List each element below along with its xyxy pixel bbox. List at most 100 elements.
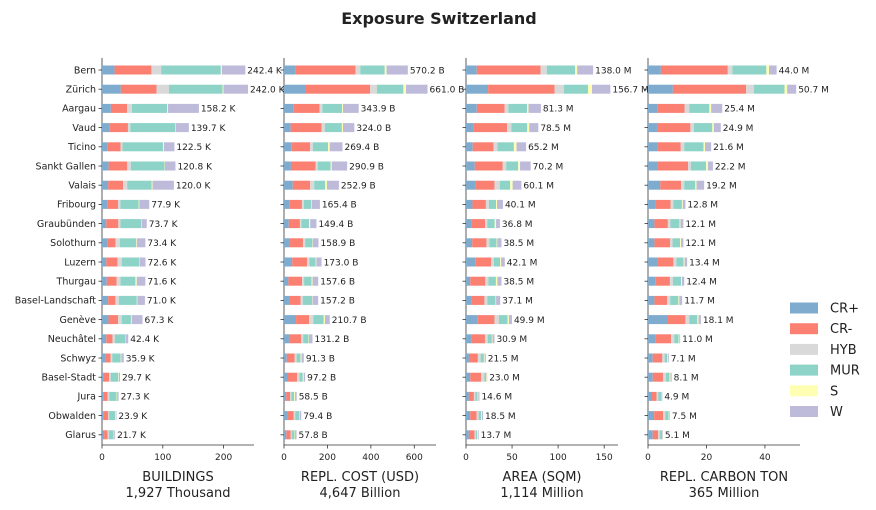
bar-segment-cr-aargau bbox=[284, 103, 294, 113]
bar-segment-cr-basel-landschaft bbox=[471, 295, 485, 305]
bar-segment-cr-neuchatel bbox=[466, 334, 472, 344]
bar-segment-cr-basel-stadt bbox=[103, 372, 109, 382]
bar-segment-hyb-zurich bbox=[746, 84, 754, 94]
bar-total-label: 242.4 K bbox=[247, 66, 283, 76]
category-label-luzern: Luzern bbox=[64, 257, 96, 268]
bar-segment-cr-zurich bbox=[120, 84, 157, 94]
bar-segment-hyb-solothurn bbox=[115, 238, 120, 248]
bar-segment-cr-vaud bbox=[109, 123, 128, 133]
bar-segment-cr-vaud bbox=[102, 123, 110, 133]
bar-segment-hyb-vaud bbox=[127, 123, 131, 133]
bar-segment-hyb-vaud bbox=[321, 123, 325, 133]
bar-segment-cr-basel-landschaft bbox=[466, 295, 472, 305]
bar-segment-cr-aargau bbox=[110, 103, 127, 113]
bar-segment-cr-fribourg bbox=[655, 199, 671, 209]
bar-segment-hyb-aargau bbox=[684, 103, 690, 113]
bar-segment-w-solothurn bbox=[312, 238, 319, 248]
bar-segment-cr-jura bbox=[468, 391, 474, 401]
bar-total-label: 11.0 M bbox=[682, 335, 713, 345]
bar-segment-mur-basel-stadt bbox=[299, 372, 303, 382]
bar-segment-mur-basel-landschaft bbox=[118, 295, 137, 305]
category-label-graubunden: Graubünden bbox=[37, 219, 96, 230]
bar-segment-cr-luzern bbox=[106, 257, 118, 267]
x-axis-title: REPL. COST (USD) bbox=[301, 470, 419, 485]
legend-swatch bbox=[790, 364, 818, 376]
bar-segment-cr-sankt-gallen bbox=[284, 161, 291, 171]
bar-segment-mur-zurich bbox=[168, 84, 223, 94]
bar-segment-cr-solothurn bbox=[654, 238, 671, 248]
bar-segment-cr-basel-stadt bbox=[102, 372, 104, 382]
bar-segment-hyb-schwyz bbox=[662, 353, 665, 363]
bar-segment-cr-geneve bbox=[102, 315, 109, 325]
legend-entry-cr: CR- bbox=[790, 322, 853, 337]
bar-segment-mur-solothurn bbox=[119, 238, 137, 248]
bar-total-label: 72.6 K bbox=[147, 258, 177, 268]
bar-segment-s-obwalden bbox=[668, 411, 670, 421]
bar-segment-w-luzern bbox=[139, 257, 146, 267]
bar-segment-hyb-basel-landschaft bbox=[484, 295, 488, 305]
panel-1: 0 100 200 242.4 K 242.0 K 158.2 K 139.7 K 122.5… bbox=[98, 58, 286, 501]
bar-segment-cr-geneve bbox=[466, 315, 478, 325]
bar-segment-cr-thurgau bbox=[288, 276, 303, 286]
bar-segment-mur-neuchatel bbox=[303, 334, 309, 344]
bar-segment-s-fribourg bbox=[496, 199, 498, 209]
bar-segment-hyb-glarus bbox=[474, 430, 476, 440]
category-label-neuchatel: Neuchâtel bbox=[48, 334, 96, 345]
bar-segment-cr-obwalden bbox=[284, 411, 288, 421]
bar-segment-s-vaud bbox=[527, 123, 530, 133]
bar-segment-mur-vaud bbox=[511, 123, 528, 133]
bar-segment-cr-thurgau bbox=[284, 276, 289, 286]
bar-segment-cr-luzern bbox=[466, 257, 476, 267]
bar-segment-w-luzern bbox=[684, 257, 688, 267]
bar-segment-mur-graubunden bbox=[670, 219, 680, 229]
bar-segment-hyb-graubunden bbox=[299, 219, 302, 229]
bar-segment-mur-thurgau bbox=[120, 276, 136, 286]
bar-total-label: 78.5 M bbox=[540, 124, 571, 134]
bar-segment-hyb-vaud bbox=[690, 123, 694, 133]
bar-total-label: 65.2 M bbox=[528, 143, 559, 153]
bar-segment-cr-vaud bbox=[290, 123, 322, 133]
bar-segment-s-sankt-gallen bbox=[706, 161, 708, 171]
bar-segment-cr-basel-stadt bbox=[470, 372, 482, 382]
bar-segment-mur-schwyz bbox=[112, 353, 121, 363]
bar-segment-cr-basel-landschaft bbox=[654, 295, 667, 305]
bar-segment-s-geneve bbox=[130, 315, 132, 325]
bar-segment-s-zurich bbox=[587, 84, 593, 94]
bar-total-label: 49.9 M bbox=[514, 316, 545, 326]
bar-segment-cr-solothurn bbox=[102, 238, 108, 248]
bar-segment-s-luzern bbox=[500, 257, 502, 267]
legend-swatch bbox=[790, 406, 818, 417]
bar-segment-w-ticino bbox=[163, 142, 175, 152]
bar-segment-hyb-ticino bbox=[680, 142, 685, 152]
bar-segment-cr-fribourg bbox=[289, 199, 302, 209]
bar-segment-hyb-obwalden bbox=[293, 411, 296, 421]
bar-segment-mur-aargau bbox=[322, 103, 343, 113]
bar-segment-mur-obwalden bbox=[109, 411, 116, 421]
bar-segment-cr-basel-landschaft bbox=[102, 295, 109, 305]
bar-segment-w-sankt-gallen bbox=[164, 161, 176, 171]
bar-segment-mur-luzern bbox=[121, 257, 140, 267]
category-label-vaud: Vaud bbox=[72, 123, 96, 134]
bar-segment-w-solothurn bbox=[136, 238, 146, 248]
category-label-basel-stadt: Basel-Stadt bbox=[41, 373, 96, 384]
bar-segment-cr-sankt-gallen bbox=[102, 161, 109, 171]
bar-segment-mur-luzern bbox=[493, 257, 501, 267]
bar-segment-cr-glarus bbox=[466, 430, 469, 440]
bar-segment-cr-geneve bbox=[296, 315, 310, 325]
bar-segment-w-bern bbox=[577, 65, 594, 75]
x-tick-label: 40 bbox=[759, 453, 771, 463]
bar-segment-w-basel-landschaft bbox=[137, 295, 145, 305]
bar-segment-cr-valais bbox=[648, 180, 661, 190]
bar-segment-w-vaud bbox=[175, 123, 189, 133]
x-tick-label: 100 bbox=[154, 453, 171, 463]
bar-total-label: 165.4 B bbox=[322, 201, 357, 211]
bar-total-label: 36.8 M bbox=[502, 220, 533, 230]
bar-segment-w-ticino bbox=[705, 142, 712, 152]
bar-segment-hyb-geneve bbox=[494, 315, 499, 325]
bar-segment-w-schwyz bbox=[121, 353, 124, 363]
bar-segment-cr-graubunden bbox=[106, 219, 119, 229]
legend-label: CR+ bbox=[830, 302, 859, 317]
bar-segment-cr-fribourg bbox=[648, 199, 656, 209]
bar-segment-hyb-luzern bbox=[117, 257, 122, 267]
